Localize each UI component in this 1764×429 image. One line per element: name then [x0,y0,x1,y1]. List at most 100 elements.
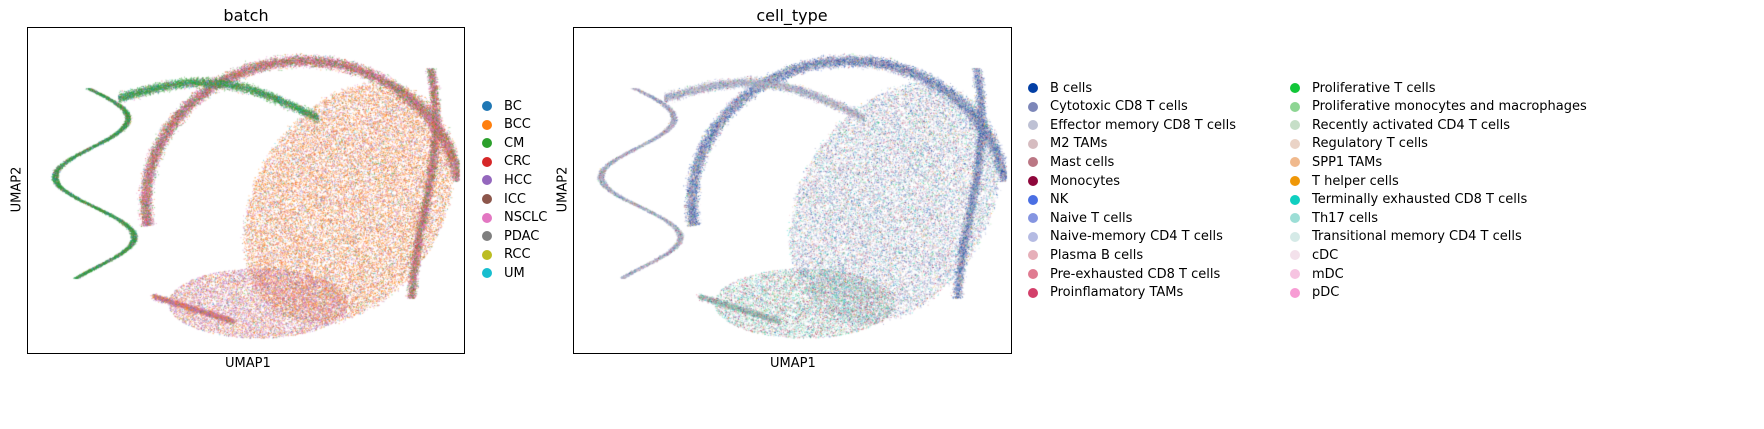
legend-item: Proliferative monocytes and macrophages [1290,97,1587,117]
legend-marker [1290,101,1300,112]
batch-umap-panel: batch UMAP1 UMAP2 BC BCC CM CRC HCC ICC NSCLC P… [0,0,620,429]
legend-label: Th17 cells [1312,210,1378,226]
legend-label: Pre-exhausted CD8 T cells [1050,266,1221,282]
x-axis-label: UMAP1 [225,356,271,371]
plot-area [27,27,465,354]
scatter-points [28,28,464,353]
plot-area [573,27,1012,354]
legend-label: Plasma B cells [1050,247,1144,263]
legend-marker [1028,194,1038,205]
legend-label: BCC [504,117,531,133]
legend-marker [482,156,492,167]
legend-label: Transitional memory CD4 T cells [1312,229,1522,245]
legend-marker [1290,269,1300,279]
legend-label: mDC [1312,266,1344,282]
legend-label: T helper cells [1312,173,1399,189]
legend-marker [1028,250,1038,261]
chart-title: cell_type [756,6,828,25]
legend-label: CM [504,135,525,151]
legend-item: NK [1028,190,1068,210]
y-axis-label: UMAP2 [555,166,571,213]
legend-item: Plasma B cells [1028,245,1143,265]
scatter-points [574,28,1011,353]
legend-marker [1290,213,1300,224]
legend-label: ICC [504,191,526,207]
legend-item: Proliferative T cells [1290,78,1435,98]
legend-item: cDC [1290,245,1338,265]
legend-label: B cells [1050,80,1093,96]
legend-item: HCC [482,170,532,190]
legend-item: ICC [482,189,526,209]
legend-marker [1290,194,1300,205]
legend-label: Proliferative T cells [1312,80,1436,96]
legend-marker [1290,250,1300,261]
legend-label: UM [504,265,525,281]
legend-item: Recently activated CD4 T cells [1290,115,1510,135]
legend-label: NSCLC [504,210,548,226]
legend-label: Recently activated CD4 T cells [1312,117,1511,133]
legend-marker [1290,176,1300,186]
legend-item: Pre-exhausted CD8 T cells [1028,264,1220,284]
legend-label: HCC [504,172,532,188]
legend-marker [482,268,492,279]
legend-item: Effector memory CD8 T cells [1028,115,1236,135]
legend-item: Monocytes [1028,171,1120,191]
legend-marker [1028,231,1038,242]
legend-item: Naive T cells [1028,208,1132,228]
legend-item: BCC [482,115,531,135]
legend-item: RCC [482,245,531,265]
cell-type-umap-panel: cell_type UMAP1 UMAP2 B cells Cytotoxic C… [555,0,1764,429]
legend-marker [482,194,492,204]
legend-item: B cells [1028,78,1092,98]
legend-item: CM [482,133,524,153]
legend-marker [1028,287,1038,298]
legend-marker [482,231,492,242]
legend-marker [1290,120,1300,131]
legend-marker [1028,176,1038,186]
legend-marker [1290,231,1300,242]
legend-marker [1290,83,1300,93]
legend-item: PDAC [482,226,539,246]
legend-marker [482,119,492,130]
legend-marker [1028,101,1038,112]
legend-label: Naive T cells [1050,210,1133,226]
legend-marker [482,138,492,149]
legend-item: UM [482,263,525,283]
legend-marker [482,212,492,223]
legend-marker [1028,269,1038,279]
legend-label: PDAC [504,228,540,244]
legend-item: CRC [482,152,531,172]
legend-marker [1028,83,1038,93]
legend-label: Proinflamatory TAMs [1050,285,1184,301]
legend-item: Th17 cells [1290,208,1378,228]
x-axis-label: UMAP1 [770,356,816,371]
legend-label: Naive-memory CD4 T cells [1050,229,1223,245]
legend-marker [1028,120,1038,131]
legend-marker [482,175,492,186]
legend-label: SPP1 TAMs [1312,154,1383,170]
legend-item: M2 TAMs [1028,134,1107,154]
legend-item: Naive-memory CD4 T cells [1028,227,1223,247]
legend-marker [1290,287,1300,298]
legend-label: pDC [1312,285,1340,301]
legend-item: BC [482,96,522,116]
legend-marker [1028,138,1038,149]
legend-label: Proliferative monocytes and macrophages [1312,99,1587,115]
legend-item: pDC [1290,283,1339,303]
legend-marker [1028,157,1038,168]
legend-label: RCC [504,247,531,263]
legend-label: M2 TAMs [1050,136,1108,152]
legend-item: SPP1 TAMs [1290,152,1382,172]
legend-item: Mast cells [1028,152,1114,172]
legend-item: T helper cells [1290,171,1399,191]
legend-marker [1290,138,1300,149]
legend-marker [1028,213,1038,224]
legend-label: CRC [504,154,531,170]
legend-item: Proinflamatory TAMs [1028,283,1183,303]
chart-title: batch [223,6,269,25]
legend-marker [482,101,492,111]
legend-item: Terminally exhausted CD8 T cells [1290,190,1527,210]
legend-label: Terminally exhausted CD8 T cells [1312,192,1528,208]
y-axis-label: UMAP2 [9,166,25,213]
legend-label: Mast cells [1050,154,1115,170]
